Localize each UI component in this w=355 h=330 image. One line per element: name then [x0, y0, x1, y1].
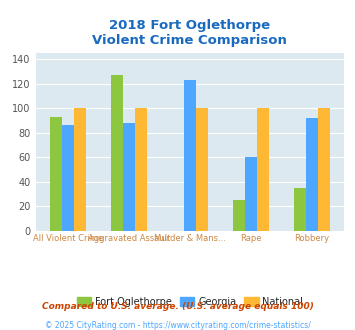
- Bar: [123, 123, 135, 231]
- Text: © 2025 CityRating.com - https://www.cityrating.com/crime-statistics/: © 2025 CityRating.com - https://www.city…: [45, 321, 310, 330]
- Bar: [196, 108, 208, 231]
- Bar: [257, 108, 269, 231]
- Bar: [50, 117, 62, 231]
- Bar: [294, 188, 306, 231]
- Bar: [74, 108, 86, 231]
- Bar: [62, 125, 74, 231]
- Title: 2018 Fort Oglethorpe
Violent Crime Comparison: 2018 Fort Oglethorpe Violent Crime Compa…: [93, 19, 287, 48]
- Bar: [135, 108, 147, 231]
- Text: Compared to U.S. average. (U.S. average equals 100): Compared to U.S. average. (U.S. average …: [42, 302, 313, 311]
- Bar: [184, 80, 196, 231]
- Bar: [318, 108, 330, 231]
- Bar: [245, 157, 257, 231]
- Bar: [233, 200, 245, 231]
- Legend: Fort Oglethorpe, Georgia, National: Fort Oglethorpe, Georgia, National: [73, 293, 307, 311]
- Bar: [306, 118, 318, 231]
- Bar: [110, 75, 123, 231]
